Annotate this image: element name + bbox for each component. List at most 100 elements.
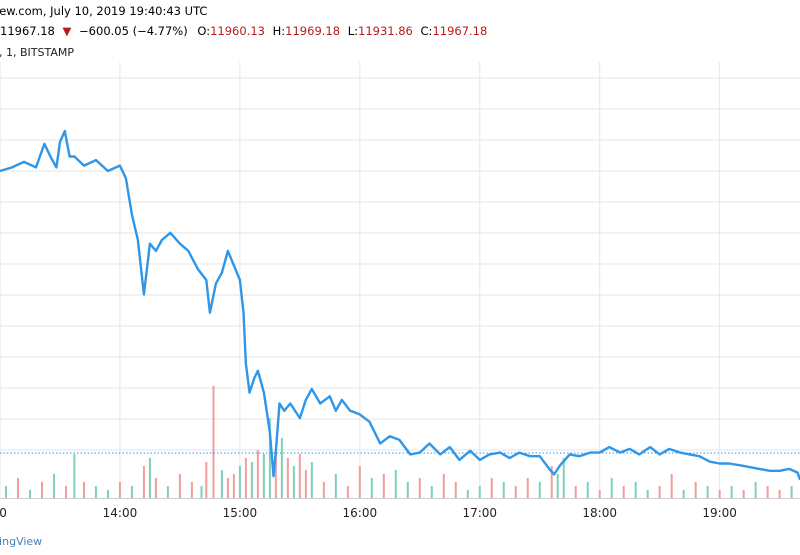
volume-bar-76 xyxy=(778,490,781,498)
volume-bar-19 xyxy=(205,462,208,498)
grid-lines xyxy=(0,62,800,498)
x-tick-label-2: 15:00 xyxy=(223,506,258,520)
volume-bar-30 xyxy=(274,450,277,498)
open-value: 11960.13 xyxy=(210,24,265,38)
volume-bar-1 xyxy=(16,478,19,498)
volume-bar-15 xyxy=(166,486,169,498)
volume-bar-47 xyxy=(442,474,445,498)
volume-bar-28 xyxy=(262,454,265,498)
low-label: L: xyxy=(347,24,358,38)
volume-bar-52 xyxy=(502,482,505,498)
high-label: H: xyxy=(272,24,286,38)
volume-bar-21 xyxy=(220,470,223,498)
volume-bar-31 xyxy=(280,438,283,498)
volume-bar-40 xyxy=(358,466,361,498)
volume-bar-59 xyxy=(574,486,577,498)
volume-bar-53 xyxy=(514,486,517,498)
x-tick-label-1: 14:00 xyxy=(103,506,138,520)
volume-bar-10 xyxy=(118,482,121,498)
volume-bar-64 xyxy=(634,482,637,498)
down-arrow-icon: ▼ xyxy=(62,24,72,38)
volume-bar-75 xyxy=(766,486,769,498)
volume-bar-16 xyxy=(178,474,181,498)
close-value: 11967.18 xyxy=(432,24,488,38)
price-change: −600.05 (−4.77%) xyxy=(79,24,188,38)
volume-bar-5 xyxy=(64,486,67,498)
volume-bar-65 xyxy=(646,490,649,498)
volume-bar-45 xyxy=(418,478,421,498)
volume-bar-3 xyxy=(40,482,43,498)
price-line: 11967.18 ▼ −600.05 (−4.77%) O:11960.13 H… xyxy=(0,24,491,38)
volume-bar-20 xyxy=(212,386,215,498)
volume-bar-61 xyxy=(598,490,601,498)
symbol-label: , 1, BITSTAMP xyxy=(0,46,74,59)
volume-bar-38 xyxy=(334,474,337,498)
price-series-line xyxy=(0,129,800,481)
open-label: O: xyxy=(197,24,211,38)
volume-bar-70 xyxy=(706,486,709,498)
volume-bar-18 xyxy=(200,486,203,498)
volume-bar-26 xyxy=(250,462,253,498)
volume-bar-13 xyxy=(148,458,151,498)
x-tick-label-5: 18:00 xyxy=(582,506,617,520)
volume-bar-29 xyxy=(268,418,271,498)
volume-bar-2 xyxy=(28,490,31,498)
volume-bar-42 xyxy=(382,474,385,498)
volume-bar-63 xyxy=(622,486,625,498)
low-value: 11931.86 xyxy=(358,24,413,38)
volume-bar-60 xyxy=(586,482,589,498)
volume-bar-35 xyxy=(304,470,307,498)
x-tick-label-4: 17:00 xyxy=(462,506,497,520)
volume-bar-44 xyxy=(406,482,409,498)
volume-bar-34 xyxy=(298,454,301,498)
volume-bars xyxy=(4,386,793,498)
volume-bar-25 xyxy=(244,458,247,498)
close-label: C: xyxy=(420,24,433,38)
volume-bar-71 xyxy=(718,490,721,498)
volume-bar-22 xyxy=(226,478,229,498)
volume-bar-49 xyxy=(466,490,469,498)
volume-bar-43 xyxy=(394,470,397,498)
x-tick-label-6: 19:00 xyxy=(702,506,737,520)
volume-bar-57 xyxy=(556,474,559,498)
volume-bar-54 xyxy=(526,478,529,498)
last-price: 11967.18 xyxy=(0,24,55,38)
x-tick-label-3: 16:00 xyxy=(343,506,378,520)
volume-bar-7 xyxy=(82,482,85,498)
volume-bar-11 xyxy=(130,486,133,498)
volume-bar-62 xyxy=(610,478,613,498)
volume-bar-58 xyxy=(562,458,565,498)
chart-header: iew.com, July 10, 2019 19:40:43 UTC 1196… xyxy=(0,0,800,40)
volume-bar-77 xyxy=(790,486,793,498)
volume-bar-39 xyxy=(346,486,349,498)
volume-bar-0 xyxy=(4,486,7,498)
volume-bar-23 xyxy=(232,474,235,498)
volume-bar-17 xyxy=(190,482,193,498)
high-value: 11969.18 xyxy=(285,24,341,38)
volume-bar-12 xyxy=(142,466,145,498)
volume-bar-9 xyxy=(106,490,109,498)
volume-bar-14 xyxy=(154,478,157,498)
volume-bar-51 xyxy=(490,478,493,498)
volume-bar-37 xyxy=(322,482,325,498)
volume-bar-68 xyxy=(682,490,685,498)
watermark-text: lingView xyxy=(0,535,43,548)
volume-bar-67 xyxy=(670,474,673,498)
volume-bar-41 xyxy=(370,478,373,498)
volume-bar-32 xyxy=(286,458,289,498)
volume-bar-55 xyxy=(538,482,541,498)
volume-bar-74 xyxy=(754,482,757,498)
volume-bar-6 xyxy=(73,454,76,498)
volume-bar-56 xyxy=(550,466,553,498)
x-tick-label-0: 0 xyxy=(0,506,7,520)
volume-bar-50 xyxy=(478,486,481,498)
volume-bar-69 xyxy=(694,482,697,498)
volume-bar-24 xyxy=(238,466,241,498)
volume-bar-4 xyxy=(52,474,55,498)
volume-bar-73 xyxy=(742,490,745,498)
volume-bar-48 xyxy=(454,482,457,498)
volume-bar-46 xyxy=(430,486,433,498)
source-line: iew.com, July 10, 2019 19:40:43 UTC xyxy=(0,4,208,18)
volume-bar-33 xyxy=(292,466,295,498)
